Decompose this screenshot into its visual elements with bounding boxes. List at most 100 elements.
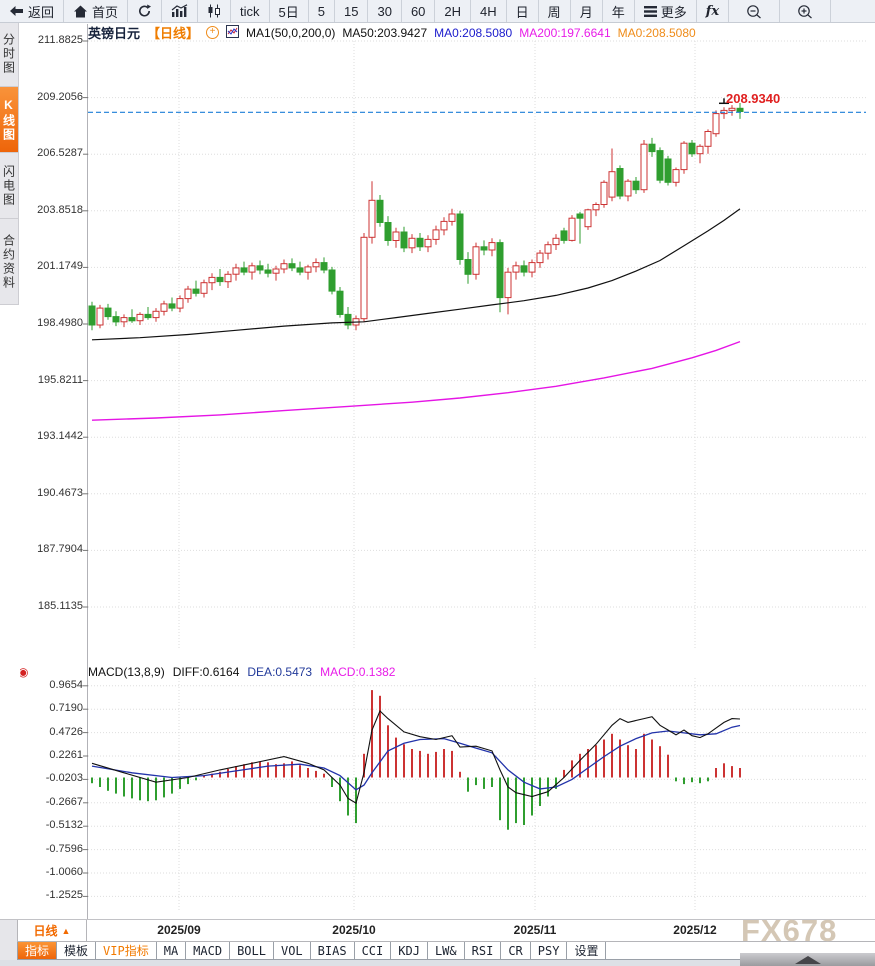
more-menu-button[interactable]: 更多 (635, 0, 697, 22)
ma50-value: MA50:203.9427 (342, 25, 428, 40)
tab-indicators[interactable]: 指标 (17, 942, 58, 959)
tab-vip-indicators[interactable]: VIP指标 (96, 942, 157, 959)
x-axis-tick: 2025/11 (513, 923, 557, 937)
tab-lw[interactable]: LW& (428, 942, 465, 959)
price-tick: 190.4673 (37, 487, 83, 499)
price-tick: 185.1135 (37, 600, 83, 612)
interval-month[interactable]: 月 (571, 0, 603, 22)
price-tick: 195.8211 (37, 374, 83, 386)
tab-psy[interactable]: PSY (531, 942, 568, 959)
tab-cr[interactable]: CR (501, 942, 531, 959)
fx-icon: fx (705, 3, 720, 19)
interval-week[interactable]: 周 (539, 0, 571, 22)
macd-tick: 0.2261 (49, 749, 83, 761)
tab-kdj[interactable]: KDJ (391, 942, 428, 959)
interval-60m[interactable]: 60 (402, 0, 436, 22)
tab-rsi[interactable]: RSI (465, 942, 502, 959)
fx-indicator-button[interactable]: fx (697, 0, 730, 22)
tab-ma[interactable]: MA (157, 942, 187, 959)
interval-tick[interactable]: tick (231, 0, 270, 22)
back-arrow-icon (9, 5, 24, 18)
interval-4h[interactable]: 4H (471, 0, 507, 22)
macd-tick: -0.7596 (45, 843, 83, 855)
price-tick: 193.1442 (37, 430, 83, 442)
sidebar-tab-timeshare[interactable]: 分时图 (0, 22, 19, 87)
macd-header: MACD(13,8,9) DIFF:0.6164 DEA:0.5473 MACD… (88, 665, 395, 679)
interval-5m[interactable]: 5 (309, 0, 335, 22)
macd-tick: -1.0060 (45, 866, 83, 878)
price-tick: 211.8825 (37, 34, 83, 46)
ma200-value: MA200:197.6641 (519, 25, 611, 40)
interval-15m[interactable]: 15 (335, 0, 369, 22)
interval-year[interactable]: 年 (603, 0, 635, 22)
ma0-blue-value: MA0:208.5080 (434, 25, 513, 40)
indicator-marker-icon[interactable]: ◉ (18, 665, 29, 679)
macd-tick: 0.9654 (49, 679, 83, 691)
macd-tick: 0.4726 (49, 726, 83, 738)
zoom-out-button[interactable] (729, 0, 781, 22)
price-tick: 201.1749 (37, 260, 83, 272)
price-tick: 198.4980 (37, 317, 83, 329)
back-button[interactable]: 返回 (0, 0, 65, 22)
tab-templates[interactable]: 模板 (57, 942, 97, 959)
x-axis-row: 日线 ▲ 2025/09 2025/10 2025/11 2025/12 (0, 919, 875, 941)
chart-header: 英镑日元 【日线】 + MA1(50,0,200,0) MA50:203.942… (88, 23, 696, 42)
panel-expand-handle[interactable] (740, 953, 875, 966)
x-axis-tick: 2025/10 (332, 923, 376, 937)
sidebar-tab-lightning[interactable]: 闪电图 (0, 153, 19, 219)
macd-tick: -0.5132 (45, 819, 83, 831)
price-tick: 203.8518 (37, 204, 83, 216)
macd-tick: -0.2667 (45, 796, 83, 808)
mini-chart-icon[interactable] (226, 24, 240, 41)
interval-day[interactable]: 日 (507, 0, 539, 22)
zoom-in-icon (797, 4, 813, 19)
interval-2h[interactable]: 2H (435, 0, 472, 22)
macd-tick: -0.0203 (45, 772, 83, 784)
macd-tick: -1.2525 (45, 889, 83, 901)
sidebar-tab-contract-info[interactable]: 合约资料 (0, 219, 19, 305)
home-label: 首页 (92, 4, 119, 20)
zoom-out-icon (746, 4, 762, 19)
zoom-in-button[interactable] (780, 0, 832, 22)
volume-chart-icon (171, 4, 188, 18)
refresh-button[interactable] (128, 0, 163, 22)
ma-settings: MA1(50,0,200,0) (246, 25, 336, 40)
x-axis-tick: 2025/09 (157, 923, 201, 937)
interval-5d[interactable]: 5日 (270, 0, 309, 22)
diff-value: DIFF:0.6164 (172, 665, 240, 679)
price-tick: 209.2056 (37, 91, 83, 103)
home-button[interactable]: 首页 (64, 0, 129, 22)
price-tick: 206.5287 (37, 147, 83, 159)
watermark: FX678 (741, 913, 838, 948)
back-label: 返回 (28, 4, 55, 20)
dea-value: DEA:0.5473 (247, 665, 313, 679)
refresh-icon (137, 4, 152, 18)
macd-tick: 0.7190 (49, 702, 83, 714)
home-icon (73, 5, 88, 18)
indicator-tab-bar: 指标 模板 VIP指标 MA MACD BOLL VOL BIAS CCI KD… (0, 941, 875, 960)
ma0-orange-value: MA0:208.5080 (617, 25, 696, 40)
x-axis-tick: 2025/12 (673, 923, 717, 937)
tab-vol[interactable]: VOL (274, 942, 311, 959)
sidebar-tab-kline[interactable]: K线图 (0, 87, 19, 153)
candlestick-icon (207, 4, 221, 18)
price-tick: 187.7904 (37, 543, 83, 555)
candlestick-view-button[interactable] (198, 0, 232, 22)
bottom-scrollbar-track (0, 960, 875, 966)
interval-30m[interactable]: 30 (368, 0, 402, 22)
tab-bias[interactable]: BIAS (311, 942, 355, 959)
add-indicator-icon[interactable]: + (206, 26, 220, 39)
tab-boll[interactable]: BOLL (230, 942, 274, 959)
macd-value: MACD:0.1382 (320, 665, 396, 679)
menu-icon (643, 5, 657, 17)
tab-settings[interactable]: 设置 (567, 942, 607, 959)
period-selector[interactable]: 日线 ▲ (17, 920, 87, 941)
period-tag: 【日线】 (147, 26, 200, 41)
macd-title: MACD(13,8,9) (88, 665, 165, 679)
volume-chart-button[interactable] (162, 0, 199, 22)
tab-macd[interactable]: MACD (186, 942, 231, 959)
chevron-up-icon: ▲ (61, 925, 71, 936)
top-toolbar: 返回 首页 tick 5日 5 15 30 60 2H 4H 日 周 月 年 更… (0, 0, 875, 23)
tab-cci[interactable]: CCI (355, 942, 392, 959)
